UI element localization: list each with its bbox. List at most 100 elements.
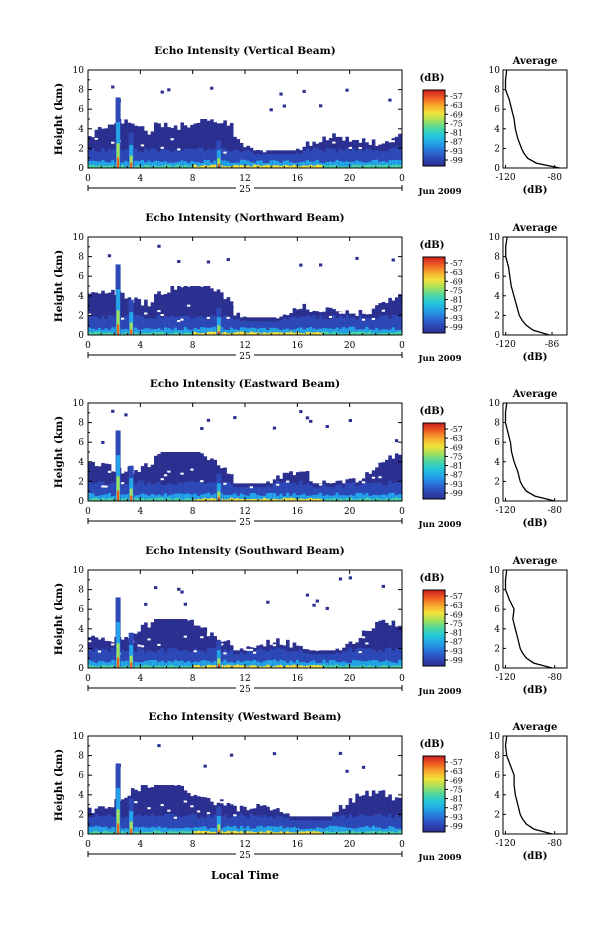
avg-x-tick-label: -80 <box>547 673 562 683</box>
colorbar-tick-label: -81 <box>450 129 463 138</box>
y-tick-label: 8 <box>78 752 84 762</box>
average-profile-line <box>505 236 550 336</box>
avg-y-tick-label: 8 <box>494 253 500 263</box>
date-label: Jun 2009 <box>418 687 462 697</box>
y-axis-label: Height (km) <box>53 83 65 155</box>
colorbar-tick-label: -93 <box>450 813 463 822</box>
avg-x-tick-label: -120 <box>495 839 515 849</box>
panel-title: Echo Intensity (Westward Beam) <box>148 711 341 723</box>
avg-x-tick-label: -120 <box>496 340 516 350</box>
x-tick-label: 12 <box>239 507 250 517</box>
avg-x-tick-label: -120 <box>495 173 515 183</box>
avg-x-tick-label: -80 <box>547 506 562 516</box>
x-tick-label: 0 <box>85 674 91 684</box>
avg-x-label: (dB) <box>523 518 548 529</box>
x-tick-label: 12 <box>239 174 250 184</box>
echo-heatmap <box>88 244 402 335</box>
colorbar-tick-label: -87 <box>450 305 463 314</box>
x-tick-label: 0 <box>399 341 405 351</box>
avg-y-tick-label: 0 <box>494 664 500 674</box>
colorbar-unit: (dB) <box>420 573 445 584</box>
x-tick-label: 12 <box>239 674 250 684</box>
y-tick-label: 6 <box>78 105 84 115</box>
colorbar-tick-label: -87 <box>450 804 463 813</box>
colorbar-tick-label: -87 <box>450 471 463 480</box>
y-tick-label: 8 <box>78 586 84 596</box>
x-tick-label: 20 <box>344 674 356 684</box>
avg-x-tick-label: -120 <box>495 506 515 516</box>
day-label-bg <box>236 351 254 359</box>
avg-y-tick-label: 8 <box>494 419 500 429</box>
colorbar-tick-label: -63 <box>450 434 463 443</box>
average-frame <box>502 735 568 835</box>
average-frame <box>502 69 568 169</box>
colorbar-tick-label: -75 <box>450 286 463 295</box>
avg-x-tick-label: -86 <box>545 340 560 350</box>
colorbar-tick-label: -99 <box>450 156 463 165</box>
y-tick-label: 0 <box>78 331 84 341</box>
y-tick-label: 4 <box>78 458 84 468</box>
avg-y-tick-label: 10 <box>489 399 501 409</box>
x-tick-label: 4 <box>137 341 143 351</box>
x-axis-label: Local Time <box>211 869 279 882</box>
y-tick-label: 2 <box>78 144 84 154</box>
avg-y-tick-label: 0 <box>494 497 500 507</box>
avg-y-tick-label: 2 <box>494 144 500 154</box>
colorbar <box>422 589 446 667</box>
average-title: Average <box>512 556 558 567</box>
x-tick-label: 8 <box>190 674 196 684</box>
avg-y-tick-label: 4 <box>494 791 500 801</box>
y-tick-label: 6 <box>78 771 84 781</box>
colorbar-tick-label: -81 <box>450 296 463 305</box>
y-tick-label: 8 <box>78 419 84 429</box>
x-tick-label: 8 <box>190 507 196 517</box>
y-tick-label: 10 <box>73 66 85 76</box>
y-tick-label: 0 <box>78 830 84 840</box>
x-tick-label: 0 <box>85 840 91 850</box>
colorbar-tick-label: -93 <box>450 480 463 489</box>
panel-title: Echo Intensity (Northward Beam) <box>145 212 344 224</box>
y-tick-label: 4 <box>78 292 84 302</box>
y-axis-label: Height (km) <box>53 583 65 655</box>
y-tick-label: 4 <box>78 125 84 135</box>
echo-panel-0: Echo Intensity (Vertical Beam) 0 2 4 6 8 10 Hei… <box>53 45 568 197</box>
y-tick-label: 2 <box>78 644 84 654</box>
day-label: 25 <box>239 851 251 861</box>
echo-panel-3: Echo Intensity (Southward Beam) 0 2 4 6 8 10 He… <box>53 545 568 697</box>
x-tick-label: 4 <box>137 174 143 184</box>
average-frame <box>502 402 568 502</box>
x-tick-label: 12 <box>239 840 250 850</box>
x-tick-label: 16 <box>292 674 304 684</box>
y-tick-label: 2 <box>78 311 84 321</box>
x-tick-label: 20 <box>344 840 356 850</box>
colorbar-tick-label: -99 <box>450 656 463 665</box>
colorbar-tick-label: -63 <box>450 101 463 110</box>
average-title: Average <box>512 389 558 400</box>
colorbar-tick-label: -81 <box>450 795 463 804</box>
colorbar-tick-label: -93 <box>450 647 463 656</box>
average-profile-line <box>504 402 555 502</box>
colorbar-tick-label: -93 <box>450 147 463 156</box>
colorbar-tick-label: -93 <box>450 314 463 323</box>
colorbar-tick-label: -99 <box>450 323 463 332</box>
y-tick-label: 10 <box>73 233 85 243</box>
avg-y-tick-label: 4 <box>494 625 500 635</box>
x-tick-label: 4 <box>137 674 143 684</box>
avg-y-tick-label: 2 <box>494 810 500 820</box>
date-label: Jun 2009 <box>418 853 462 863</box>
panel-title: Echo Intensity (Southward Beam) <box>145 545 344 557</box>
y-tick-label: 10 <box>73 732 85 742</box>
y-tick-label: 10 <box>73 399 85 409</box>
colorbar-tick-label: -81 <box>450 462 463 471</box>
average-title: Average <box>512 56 558 67</box>
y-axis-label: Height (km) <box>53 749 65 821</box>
colorbar <box>422 256 446 334</box>
colorbar <box>422 89 446 167</box>
avg-x-tick-label: -80 <box>547 839 562 849</box>
avg-y-tick-label: 2 <box>494 477 500 487</box>
colorbar-tick-label: -69 <box>450 277 463 286</box>
y-tick-label: 6 <box>78 438 84 448</box>
colorbar <box>422 755 446 833</box>
day-label: 25 <box>239 685 251 695</box>
x-tick-label: 0 <box>85 341 91 351</box>
